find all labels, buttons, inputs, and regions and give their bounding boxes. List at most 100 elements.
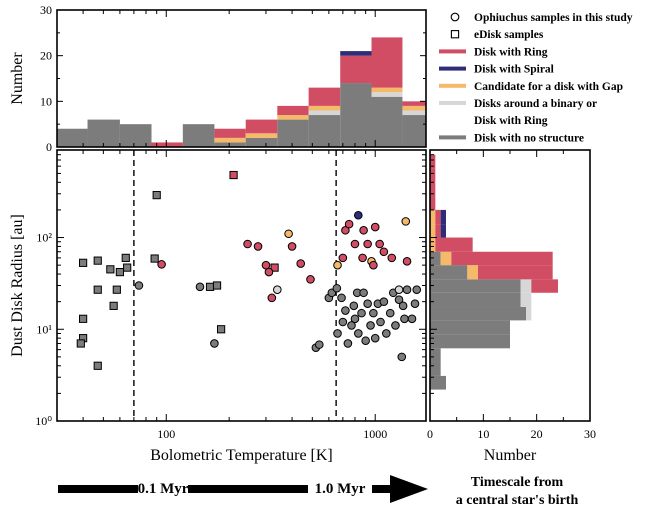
timeline-bar-3 [372,485,392,493]
scatter-point-circle-60 [338,317,348,327]
scatter-point-circle-61 [341,306,350,315]
scatter-point-circle-20 [134,281,144,290]
top-hist-bar-11-gap [402,105,426,111]
legend-label-0: Ophiuchus samples in this study [474,12,633,24]
scatter-point-circle-62 [343,339,353,348]
right-hist-bar-9-gap [440,251,452,266]
scatter-point-circle-40 [337,293,346,303]
scatter-point-circle-55 [379,247,389,257]
scatter-point-circle-27 [264,267,274,277]
scatter-point-circle-65 [354,329,363,338]
top-hist-bar-7-gap [277,115,309,120]
right-hist-bar-10-ring [435,237,473,252]
right-hist-bar-4-grey [430,320,510,335]
top-hist-bar-0-grey [57,128,88,147]
scatter-frame [56,149,427,422]
right-hist-bar-11-ring [435,224,441,238]
top-hist-bar-5-gap [214,137,246,143]
top-hist-bar-10-binary [371,92,403,97]
scatter-point-circle-22 [195,282,205,292]
legend-label-1: eDisk samples [474,29,544,41]
scatter-point-square-7 [123,263,132,272]
scatter-point-square-17 [212,281,222,290]
scatter-ytick-label-1: 10⁰ [35,414,52,428]
top-histogram: 0 10 20 30 Number [9,3,427,154]
right-hist-bar-10-gap [430,237,436,252]
legend-swatch-5 [439,101,466,105]
scatter-point-square-18 [216,325,226,334]
scatter-point-circle-66 [357,308,366,318]
scatter-point-circle-25 [253,242,263,251]
legend-swatch-7 [439,135,466,140]
top-hist-bar-10-grey [371,96,403,147]
top-hist-bar-5-grey [214,142,246,147]
right-hist-bar-13-ring [430,196,436,210]
scatter-point-circle-26 [261,260,271,270]
top-hist-bar-10-gap [371,87,403,93]
timeline-label-0.1myr: 0.1 Myr [138,481,189,497]
scatter-point-circle-41 [338,253,348,263]
scatter-ylabel: Dust Disk Radius [au] [9,214,26,357]
legend-label-2: Disk with Ring [474,46,548,58]
top-hist-bar-8-grey [308,115,341,147]
right-hist-bar-15-ring [430,168,436,183]
top-hist-bar-6-grey [245,137,278,147]
right-hist-xtick-label-10: 10 [477,427,489,441]
scatter-point-circle-42 [341,225,350,235]
scatter-point-square-16 [205,282,215,291]
right-hist-bar-8-ring [478,265,553,280]
scatter-point-square-9 [112,285,121,294]
scatter-point-circle-74 [376,317,385,327]
scatter-point-circle-49 [359,225,368,235]
right-hist-bar-5-grey [430,306,526,321]
top-hist-bar-8-gap [308,105,341,111]
scatter-point-circle-48 [358,253,367,263]
scatter-point-square-5 [115,267,125,277]
legend-label-6: Disk with Ring [474,115,548,127]
scatter-point-circle-87 [412,285,422,294]
top-hist-ylabel: Number [9,52,26,105]
scatter-point-circle-68 [361,336,370,346]
right-hist-bar-8-gap [467,265,478,280]
top-hist-bar-8-ring [308,87,341,106]
scatter-point-circle-28 [267,293,277,303]
scatter-point-circle-63 [347,321,356,330]
scatter-point-circle-43 [344,219,354,229]
scatter-point-circle-82 [398,301,408,311]
scatter-point-circle-85 [407,314,417,324]
right-hist-bar-1-grey [430,361,441,376]
scatter-point-circle-50 [363,239,372,249]
right-hist-xtick-label-30: 30 [584,427,596,441]
legend-marker-square [450,30,460,39]
scatter-point-square-8 [93,285,102,294]
scatter-point-circle-23 [210,339,219,348]
right-hist-bar-3-grey [430,334,510,349]
legend-label-4: Candidate for a disk with Gap [474,81,623,93]
right-hist-bar-8-grey [430,265,468,280]
scatter-point-circle-52 [369,260,378,270]
top-hist-bar-5-ring [214,128,246,138]
right-hist-bar-11-spiral [440,224,446,238]
scatter-point-circle-33 [306,275,315,284]
right-histogram: 0 10 20 30 Number [427,149,596,464]
timeline-arrowhead [390,475,428,503]
right-hist-bar-16-ring [430,154,436,169]
scatter-point-circle-35 [314,340,324,349]
scatter-xlabel: Bolometric Temperature [K] [150,447,333,464]
top-hist-bar-1-grey [87,119,120,147]
scatter-point-circle-45 [350,239,360,249]
right-hist-bar-12-ring [435,209,441,225]
scatter-point-circle-70 [366,321,375,330]
scatter-point-square-6 [121,253,130,262]
top-hist-bar-9-ring [340,55,372,84]
scatter-point-square-0 [152,191,161,200]
top-hist-bar-9-grey [340,83,372,147]
top-hist-bar-6-gap [245,133,278,138]
right-hist-bar-7-binary [520,279,532,293]
right-hist-bar-14-ring [430,182,436,197]
scatter-point-circle-76 [382,329,391,338]
scatter-point-square-2 [79,258,88,267]
right-hist-bar-2-grey [430,348,441,362]
top-hist-bar-11-grey [402,115,426,147]
top-hist-bar-11-binary [402,110,426,116]
